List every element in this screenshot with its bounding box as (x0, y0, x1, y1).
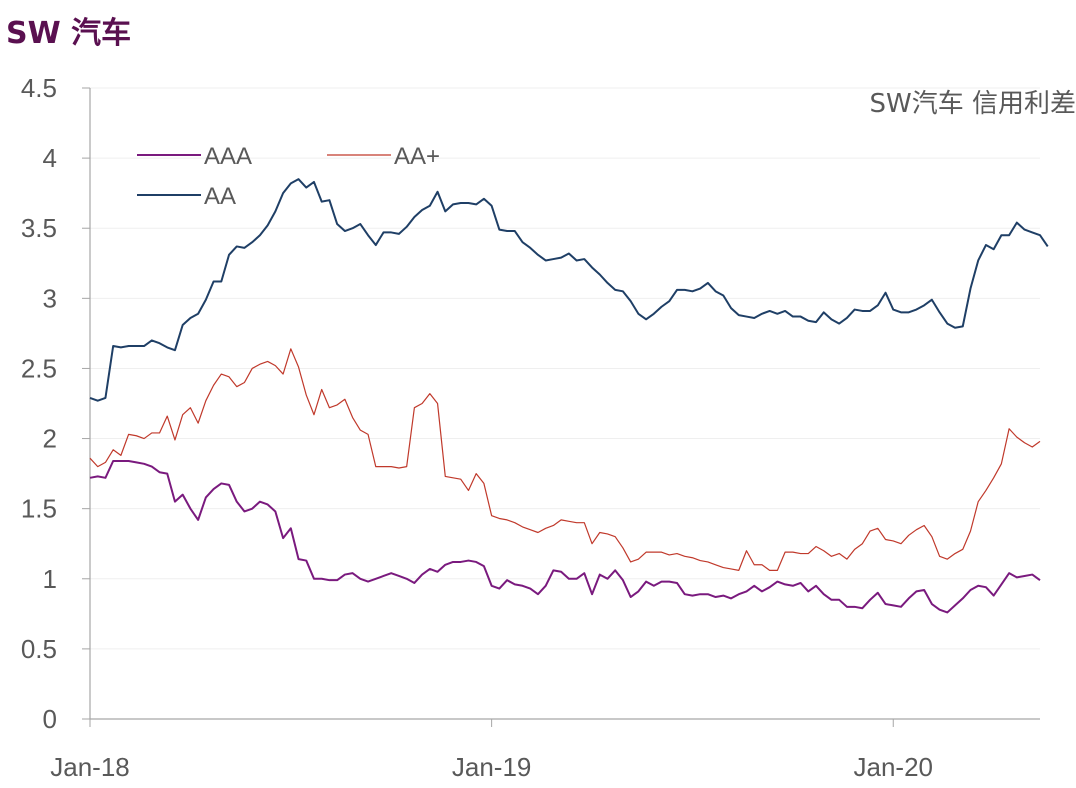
series-group (89, 178, 1049, 614)
series-line-aa (89, 178, 1049, 402)
page-title: SW 汽车 (6, 16, 132, 51)
axes: 0 0.5 1 1.5 2 2.5 3 3.5 4 4.5 Jan-18 Jan-19 Jan-20 (21, 73, 1040, 782)
legend-label-aa: AA (204, 183, 236, 210)
y-tick-label: 0.5 (21, 634, 57, 664)
legend-label-aaa: AAA (204, 143, 252, 170)
y-tick-label: 1.5 (21, 494, 57, 524)
chart-title: SW汽车 信用利差 (870, 89, 1076, 119)
y-tick-label: 4 (43, 143, 57, 173)
x-tick-label: Jan-20 (854, 752, 934, 782)
series-line-aaa (89, 459, 1041, 614)
y-tick-label: 2.5 (21, 353, 57, 383)
legend-label-aa-plus: AA+ (394, 143, 440, 170)
y-tick-label: 4.5 (21, 73, 57, 103)
y-tick-label: 2 (43, 424, 57, 454)
series-line-aa-plus (89, 348, 1041, 571)
y-tick-label: 0 (43, 704, 57, 734)
legend: AAA AA+ AA (137, 143, 440, 210)
y-tick-label: 3 (43, 283, 57, 313)
x-tick-label: Jan-18 (50, 752, 130, 782)
y-tick-label: 1 (43, 564, 57, 594)
gridlines (90, 87, 1040, 650)
y-tick-label: 3.5 (21, 213, 57, 243)
x-tick-label: Jan-19 (452, 752, 532, 782)
